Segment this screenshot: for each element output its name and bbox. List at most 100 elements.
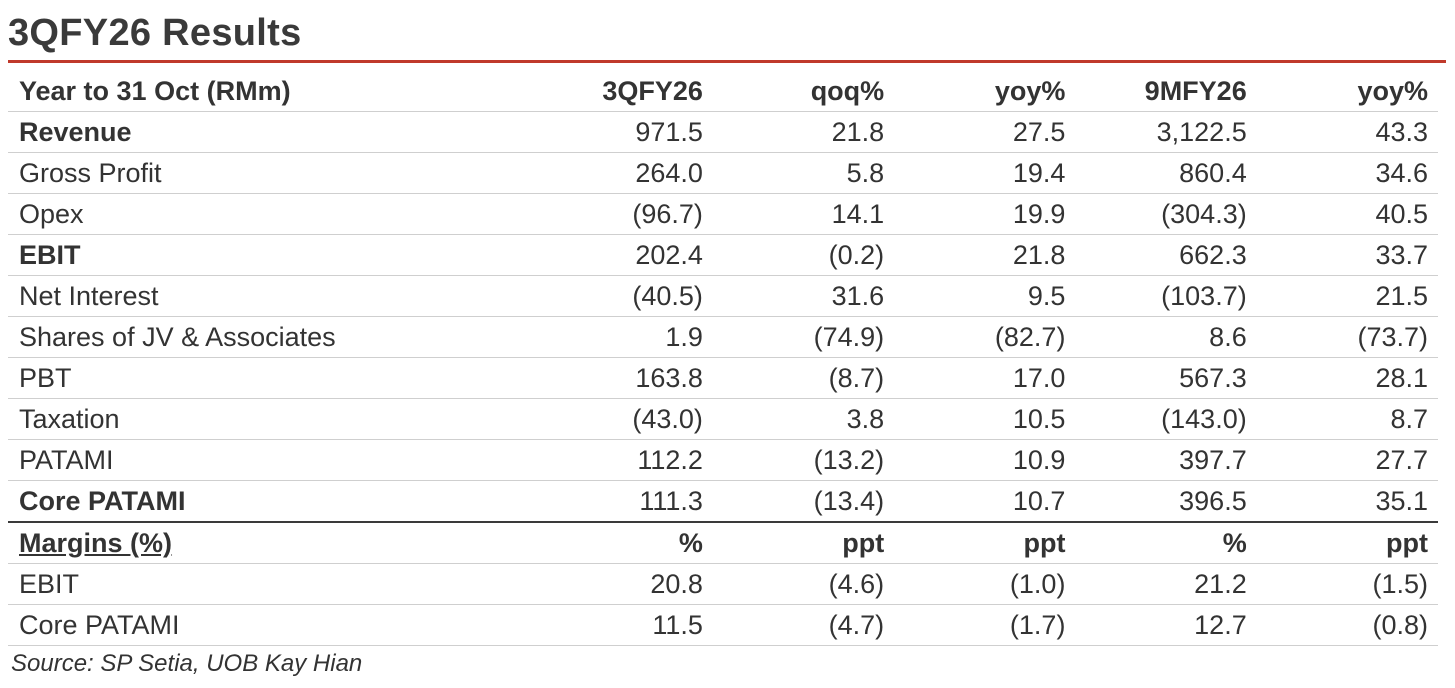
row-value: (40.5) (531, 275, 713, 317)
margins-body: Margins (%)% ppt ppt% ppt EBIT 20.8 (4.6) (1.0)… (8, 521, 1438, 646)
table-row: EBIT 202.4 (0.2) 21.8 662.3 33.7 (8, 234, 1438, 276)
table-row: Net Interest (40.5) 31.6 9.5 (103.7) 21.5 (8, 275, 1438, 317)
row-value: 28.1 (1256, 357, 1438, 399)
row-value: 567.3 (1075, 357, 1257, 399)
row-value: 33.7 (1256, 234, 1438, 276)
row-label: PBT (8, 357, 532, 399)
row-label: Core PATAMI (8, 480, 532, 523)
results-body: Revenue 971.5 21.8 27.5 3,122.5 43.3 Gross Pro… (8, 111, 1438, 523)
row-value: 35.1 (1256, 480, 1438, 523)
row-value: 396.5 (1075, 480, 1257, 523)
margins-section-label: Margins (%) (8, 521, 532, 564)
column-header-label: Year to 31 Oct (RMm) (8, 71, 532, 112)
row-value: (143.0) (1075, 398, 1257, 440)
row-value: 3,122.5 (1075, 111, 1257, 153)
row-value: (43.0) (531, 398, 713, 440)
table-header-row: Year to 31 Oct (RMm) 3QFY26 qoq% yoy% 9M… (8, 71, 1438, 112)
row-value: 34.6 (1256, 152, 1438, 194)
row-value: 112.2 (531, 439, 713, 481)
row-label: Gross Profit (8, 152, 532, 194)
row-value: 662.3 (1075, 234, 1257, 276)
row-label: PATAMI (8, 439, 532, 481)
row-label: Opex (8, 193, 532, 235)
table-row: Opex (96.7) 14.1 19.9 (304.3) 40.5 (8, 193, 1438, 235)
row-value: 264.0 (531, 152, 713, 194)
table-row: PATAMI 112.2 (13.2) 10.9 397.7 27.7 (8, 439, 1438, 481)
row-label: Net Interest (8, 275, 532, 317)
row-value: 9.5 (894, 275, 1076, 317)
table-row: Taxation (43.0) 3.8 10.5 (143.0) 8.7 (8, 398, 1438, 440)
row-value: 43.3 (1256, 111, 1438, 153)
table-row: Shares of JV & Associates 1.9 (74.9) (82.7)… (8, 316, 1438, 358)
row-value: 21.8 (894, 234, 1076, 276)
margins-section-label-text: Margins (%) (19, 528, 173, 558)
table-row: Gross Profit 264.0 5.8 19.4 860.4 34.6 (8, 152, 1438, 194)
row-value: (74.9) (712, 316, 895, 358)
row-value: 397.7 (1075, 439, 1257, 481)
source-note: Source: SP Setia, UOB Kay Hian (11, 650, 363, 677)
margins-header-row: Margins (%)% ppt ppt% ppt (8, 521, 1438, 564)
row-value: 20.8 (531, 563, 713, 605)
column-header-9mfy26: 9MFY26 (1075, 71, 1257, 112)
row-value: (82.7) (894, 316, 1076, 358)
row-value: (1.5) (1256, 563, 1438, 605)
row-label: Revenue (8, 111, 532, 153)
table-row: Revenue 971.5 21.8 27.5 3,122.5 43.3 (8, 111, 1438, 153)
row-label: EBIT (8, 563, 532, 605)
row-value: (8.7) (712, 357, 895, 399)
row-value: 8.6 (1075, 316, 1257, 358)
row-value: 27.7 (1256, 439, 1438, 481)
row-label: EBIT (8, 234, 532, 276)
row-value: 11.5 (531, 604, 713, 646)
row-value: 21.5 (1256, 275, 1438, 317)
margins-unit: ppt (1256, 521, 1438, 564)
row-value: 14.1 (712, 193, 895, 235)
row-value: 5.8 (712, 152, 895, 194)
page-title: 3QFY26 Results (8, 12, 302, 54)
margins-unit: ppt (712, 521, 895, 564)
column-header-qoq: qoq% (712, 71, 895, 112)
row-value: 163.8 (531, 357, 713, 399)
column-header-yoy-quarter: yoy% (894, 71, 1076, 112)
row-value: (4.6) (712, 563, 895, 605)
row-label: Shares of JV & Associates (8, 316, 532, 358)
row-value: 19.9 (894, 193, 1076, 235)
row-value: 971.5 (531, 111, 713, 153)
row-value: 202.4 (531, 234, 713, 276)
row-value: (13.2) (712, 439, 895, 481)
row-value: (4.7) (712, 604, 895, 646)
row-value: 17.0 (894, 357, 1076, 399)
column-header-yoy-9m: yoy% (1256, 71, 1438, 112)
row-value: 21.8 (712, 111, 895, 153)
table-row: Core PATAMI 111.3 (13.4) 10.7 396.5 35.1 (8, 480, 1438, 523)
row-value: (0.2) (712, 234, 895, 276)
row-value: 10.5 (894, 398, 1076, 440)
row-label: Taxation (8, 398, 532, 440)
row-value: 8.7 (1256, 398, 1438, 440)
row-value: (13.4) (712, 480, 895, 523)
row-value: (73.7) (1256, 316, 1438, 358)
row-value: 3.8 (712, 398, 895, 440)
title-divider (8, 60, 1446, 63)
margins-unit: % (1075, 521, 1257, 564)
row-label: Core PATAMI (8, 604, 532, 646)
row-value: 27.5 (894, 111, 1076, 153)
row-value: 1.9 (531, 316, 713, 358)
row-value: 10.9 (894, 439, 1076, 481)
row-value: (1.7) (894, 604, 1076, 646)
row-value: 40.5 (1256, 193, 1438, 235)
row-value: (0.8) (1256, 604, 1438, 646)
margins-unit: % (531, 521, 713, 564)
column-header-3qfy26: 3QFY26 (531, 71, 713, 112)
results-table: Year to 31 Oct (RMm) 3QFY26 qoq% yoy% 9M… (8, 71, 1438, 646)
row-value: 12.7 (1075, 604, 1257, 646)
table-row: EBIT 20.8 (4.6) (1.0) 21.2 (1.5) (8, 563, 1438, 605)
row-value: 21.2 (1075, 563, 1257, 605)
row-value: (103.7) (1075, 275, 1257, 317)
table-row: Core PATAMI 11.5 (4.7) (1.7) 12.7 (0.8) (8, 604, 1438, 646)
row-value: 10.7 (894, 480, 1076, 523)
row-value: 111.3 (531, 480, 713, 523)
margins-unit: ppt (894, 521, 1076, 564)
row-value: 860.4 (1075, 152, 1257, 194)
row-value: 31.6 (712, 275, 895, 317)
